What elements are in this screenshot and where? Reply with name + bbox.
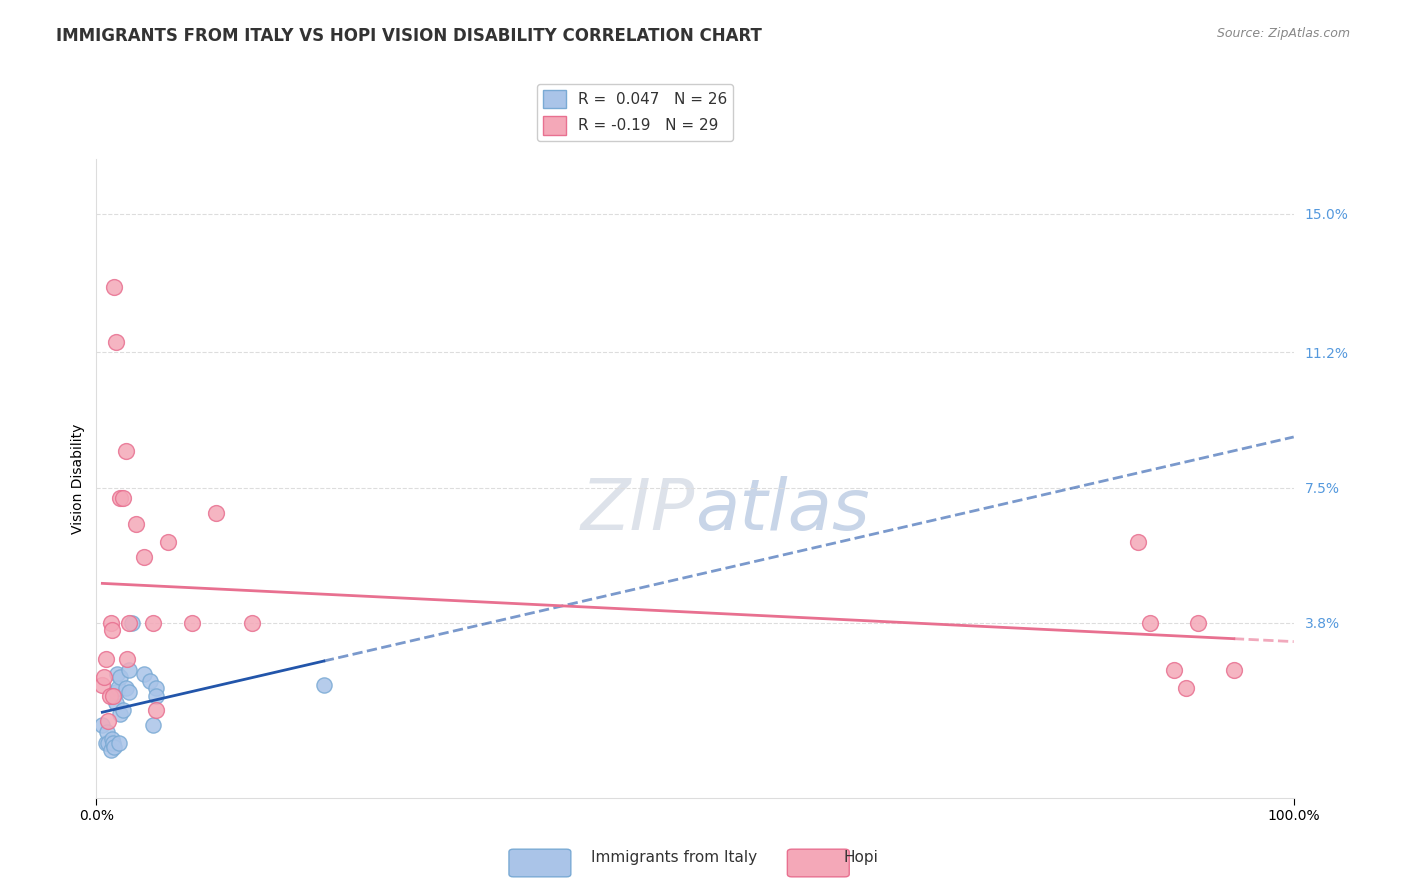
Text: atlas: atlas bbox=[695, 475, 870, 545]
Point bbox=[1223, 663, 1246, 677]
Point bbox=[118, 663, 141, 677]
Point bbox=[240, 615, 263, 630]
Point bbox=[110, 706, 132, 721]
Point bbox=[97, 736, 120, 750]
Point bbox=[98, 689, 121, 703]
Point bbox=[93, 670, 115, 684]
Point bbox=[1187, 615, 1209, 630]
Point bbox=[110, 491, 132, 506]
Point bbox=[110, 670, 132, 684]
Text: Immigrants from Italy: Immigrants from Italy bbox=[591, 850, 756, 865]
Point bbox=[145, 681, 167, 696]
Point bbox=[101, 732, 124, 747]
Point bbox=[145, 689, 167, 703]
Point bbox=[101, 736, 124, 750]
Text: Hopi: Hopi bbox=[844, 850, 879, 865]
Point bbox=[118, 685, 141, 699]
Point bbox=[205, 506, 228, 520]
Point bbox=[101, 689, 124, 703]
Point bbox=[157, 535, 180, 549]
Point bbox=[94, 652, 117, 666]
Point bbox=[117, 652, 139, 666]
Point bbox=[111, 491, 134, 506]
Point bbox=[312, 677, 335, 691]
Point bbox=[96, 725, 118, 739]
Point bbox=[181, 615, 204, 630]
Text: IMMIGRANTS FROM ITALY VS HOPI VISION DISABILITY CORRELATION CHART: IMMIGRANTS FROM ITALY VS HOPI VISION DIS… bbox=[56, 27, 762, 45]
Point bbox=[134, 666, 156, 681]
Point bbox=[103, 739, 125, 754]
Point bbox=[1139, 615, 1161, 630]
Point bbox=[1126, 535, 1149, 549]
Point bbox=[101, 623, 124, 637]
Point bbox=[100, 615, 122, 630]
Point bbox=[97, 714, 120, 728]
Legend: R =  0.047   N = 26, R = -0.19   N = 29: R = 0.047 N = 26, R = -0.19 N = 29 bbox=[537, 84, 734, 141]
Point bbox=[91, 717, 114, 731]
Y-axis label: Vision Disability: Vision Disability bbox=[72, 423, 86, 533]
Point bbox=[104, 696, 127, 710]
Point bbox=[103, 280, 125, 294]
Point bbox=[108, 736, 131, 750]
Point bbox=[118, 615, 141, 630]
Text: Source: ZipAtlas.com: Source: ZipAtlas.com bbox=[1216, 27, 1350, 40]
Point bbox=[1174, 681, 1197, 696]
Point bbox=[94, 736, 117, 750]
Point bbox=[121, 615, 143, 630]
Point bbox=[91, 677, 114, 691]
Point bbox=[145, 703, 167, 717]
Point bbox=[142, 615, 165, 630]
Point bbox=[115, 681, 138, 696]
Text: ZIP: ZIP bbox=[581, 475, 695, 545]
Point bbox=[107, 681, 129, 696]
Point bbox=[139, 673, 162, 688]
Point bbox=[1163, 663, 1185, 677]
Point bbox=[104, 685, 127, 699]
Point bbox=[125, 516, 148, 531]
Point bbox=[104, 334, 127, 349]
Point bbox=[142, 717, 165, 731]
Point bbox=[111, 703, 134, 717]
Point bbox=[105, 666, 128, 681]
Point bbox=[115, 444, 138, 458]
Point bbox=[100, 743, 122, 757]
Point bbox=[134, 549, 156, 564]
